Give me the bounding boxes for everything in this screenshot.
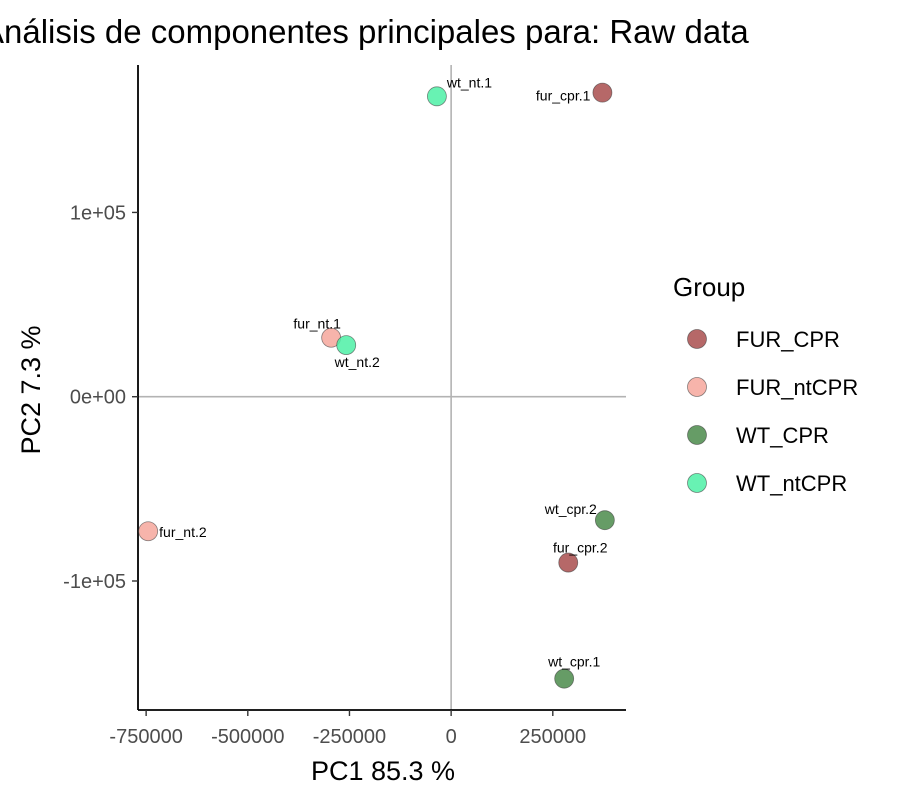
data-point-wt-nt-1 bbox=[426, 86, 447, 107]
legend-items: FUR_CPR FUR_ntCPR WT_CPR WT_ntCPR bbox=[687, 327, 858, 496]
y-axis-ticks: -1e+05 0e+00 1e+05 bbox=[63, 202, 138, 593]
legend-swatch bbox=[687, 425, 707, 445]
point-label: wt_cpr.2 bbox=[544, 501, 597, 517]
y-axis-title: PC2 7.3 % bbox=[16, 325, 46, 454]
legend-item-label: FUR_CPR bbox=[736, 327, 840, 352]
x-tick-label: -500000 bbox=[211, 726, 284, 748]
data-point-fur-nt-2 bbox=[138, 521, 159, 542]
point-label: wt_nt.2 bbox=[334, 354, 380, 370]
x-tick-label: -750000 bbox=[109, 726, 182, 748]
reference-lines bbox=[138, 65, 626, 710]
x-tick-label: -250000 bbox=[313, 726, 386, 748]
legend-title: Group bbox=[673, 272, 745, 302]
point-label: fur_nt.1 bbox=[293, 316, 341, 332]
data-points bbox=[138, 82, 615, 689]
data-point-wt-nt-2 bbox=[336, 335, 357, 356]
legend-swatch bbox=[687, 377, 707, 397]
data-point-wt-cpr-2 bbox=[594, 510, 615, 531]
point-label: fur_nt.2 bbox=[159, 524, 207, 540]
point-label: wt_nt.1 bbox=[446, 74, 492, 90]
point-label: fur_cpr.1 bbox=[536, 88, 591, 104]
legend: Group FUR_CPR FUR_ntCPR WT_CPR WT_ntCPR bbox=[673, 272, 858, 496]
chart-title: Análisis de componentes principales para… bbox=[0, 13, 749, 50]
point-label: wt_cpr.1 bbox=[547, 654, 600, 670]
y-tick-label: 1e+05 bbox=[70, 202, 126, 224]
x-axis-title: PC1 85.3 % bbox=[311, 756, 455, 786]
x-tick-label: 250000 bbox=[519, 726, 586, 748]
axes bbox=[137, 65, 626, 711]
y-tick-label: 0e+00 bbox=[70, 387, 126, 409]
data-point-fur-cpr-1 bbox=[592, 82, 613, 103]
y-tick-label: -1e+05 bbox=[63, 571, 126, 593]
legend-item-label: WT_ntCPR bbox=[736, 471, 847, 496]
data-point-wt-cpr-1 bbox=[554, 668, 575, 689]
legend-swatch bbox=[687, 473, 707, 493]
point-labels: wt_nt.1fur_cpr.1fur_nt.1wt_nt.2fur_nt.2w… bbox=[159, 74, 608, 669]
point-label: fur_cpr.2 bbox=[553, 540, 608, 556]
x-axis-ticks: -750000 -500000 -250000 0 250000 bbox=[109, 710, 586, 748]
data-point-fur-cpr-2 bbox=[558, 552, 579, 573]
legend-swatch bbox=[687, 329, 707, 349]
legend-item-label: WT_CPR bbox=[736, 423, 829, 448]
x-tick-label: 0 bbox=[446, 726, 457, 748]
legend-item-label: FUR_ntCPR bbox=[736, 375, 858, 400]
